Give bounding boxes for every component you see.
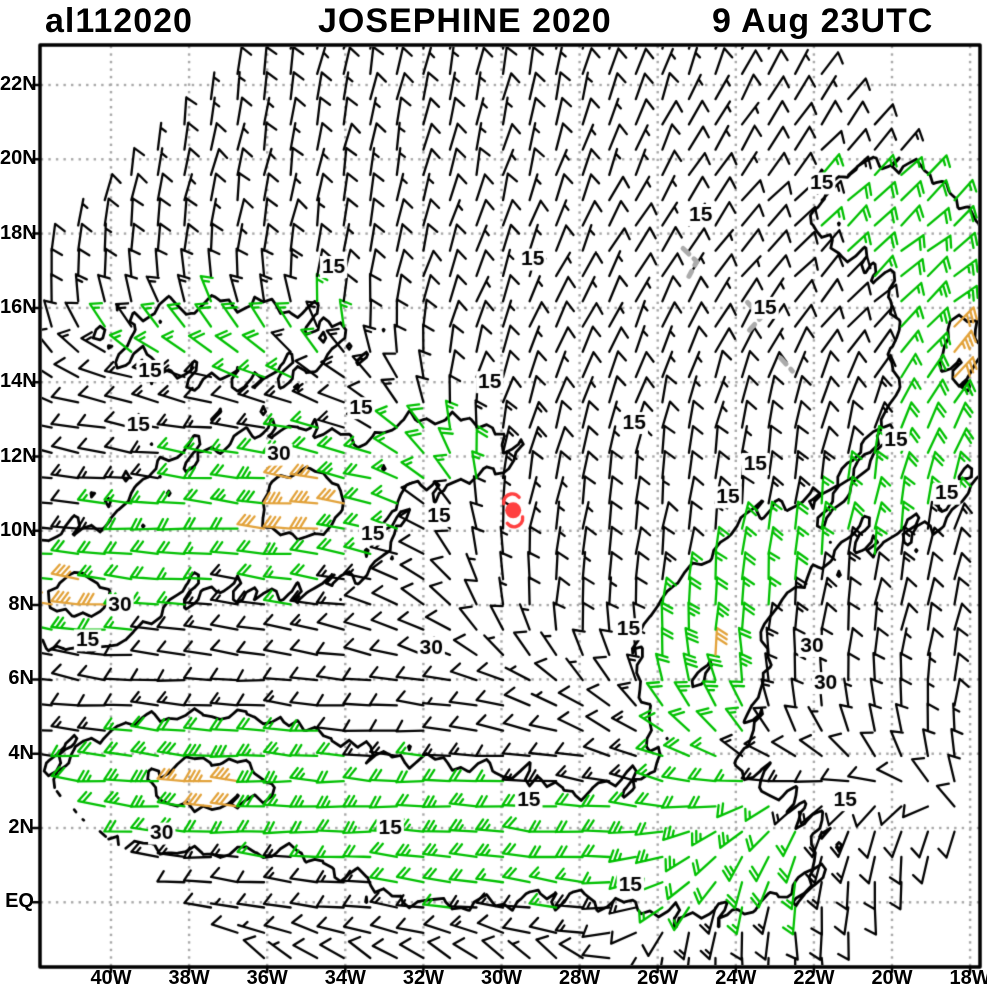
x-tick-label: 30W (480, 967, 523, 989)
x-tick-label: 32W (402, 967, 444, 989)
y-tick-label: 10N (0, 518, 37, 541)
y-tick-label: 14N (0, 370, 37, 393)
x-tick-label: 28W (559, 967, 601, 989)
x-tick-label: 40W (90, 967, 132, 989)
y-tick-label: 6N (8, 667, 34, 690)
x-tick-label: 26W (637, 967, 679, 989)
x-tick-label: 20W (871, 967, 913, 989)
x-tick-label: 38W (168, 967, 210, 989)
y-tick-label: 18N (0, 221, 37, 244)
y-tick-label: 20N (0, 147, 37, 170)
y-tick-label: 4N (8, 741, 34, 764)
x-tick-label: 18W (949, 967, 987, 989)
x-tick-label: 34W (324, 967, 366, 989)
y-tick-label: 12N (0, 444, 37, 467)
x-tick-label: 24W (715, 967, 757, 989)
y-tick-label: 2N (8, 816, 34, 838)
y-tick-label: 8N (8, 593, 34, 616)
y-tick-label: 22N (0, 73, 37, 95)
x-tick-label: 22W (793, 967, 835, 989)
x-tick-label: 36W (246, 967, 288, 989)
y-tick-label: EQ (5, 890, 34, 913)
y-tick-label: 16N (0, 295, 37, 318)
